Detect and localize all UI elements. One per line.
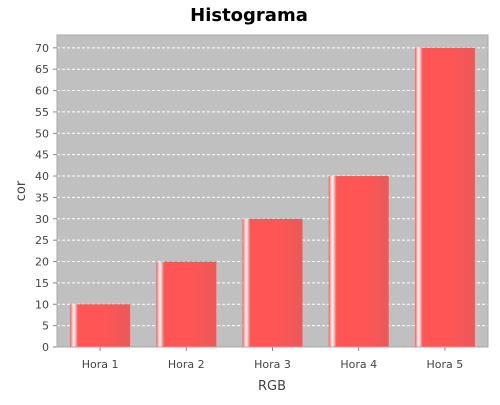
bars — [70, 47, 475, 347]
y-tick-label: 15 — [35, 277, 49, 290]
y-tick-label: 10 — [35, 298, 49, 311]
x-tick-label: Hora 5 — [427, 358, 464, 371]
y-tick-label: 5 — [42, 320, 49, 333]
x-tick-label: Hora 3 — [254, 358, 291, 371]
bar — [70, 304, 131, 347]
x-tick-labels: Hora 1 Hora 2 Hora 3 Hora 4 Hora 5 — [82, 358, 464, 371]
axes — [53, 34, 489, 351]
x-tick-label: Hora 2 — [168, 358, 205, 371]
y-tick-label: 55 — [35, 106, 49, 119]
y-tick-label: 60 — [35, 85, 49, 98]
x-axis-label: RGB — [258, 379, 286, 394]
chart-title: Histograma — [190, 5, 308, 26]
y-tick-labels: 0 5 10 15 20 25 30 35 40 45 50 55 60 65 70 — [35, 42, 49, 354]
x-tick-label: Hora 4 — [340, 358, 377, 371]
y-tick-label: 20 — [35, 256, 49, 269]
y-tick-label: 65 — [35, 63, 49, 76]
y-tick-label: 30 — [35, 213, 49, 226]
bar — [328, 176, 389, 347]
y-tick-label: 50 — [35, 127, 49, 140]
y-tick-label: 40 — [35, 170, 49, 183]
y-tick-label: 35 — [35, 191, 49, 204]
y-tick-label: 25 — [35, 234, 49, 247]
plot-border — [56, 34, 489, 348]
y-axis-label: cor — [14, 180, 29, 201]
bar — [156, 261, 217, 347]
bar — [242, 218, 303, 347]
y-tick-label: 45 — [35, 149, 49, 162]
y-tick-label: 0 — [42, 341, 49, 354]
x-tick-label: Hora 1 — [82, 358, 119, 371]
y-tick-label: 70 — [35, 42, 49, 55]
bar — [414, 47, 475, 347]
